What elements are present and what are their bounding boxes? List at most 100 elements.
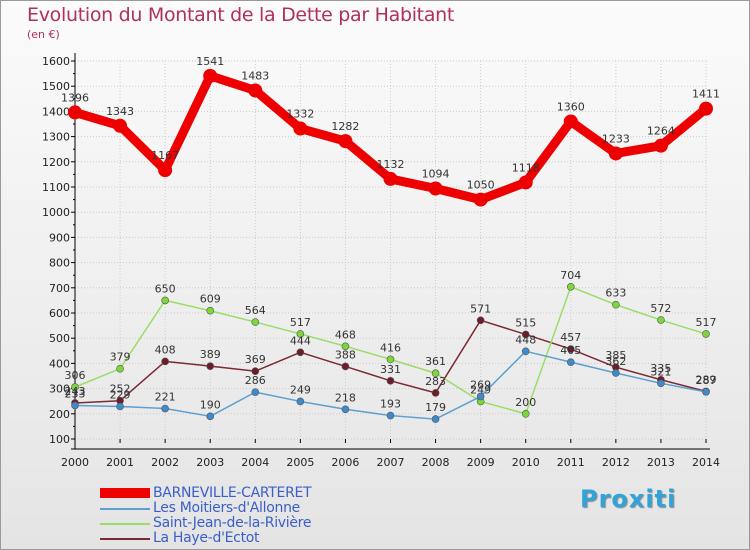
data-label: 468 (335, 328, 356, 341)
y-tick-label: 500 (49, 332, 70, 345)
data-label: 1118 (512, 161, 540, 174)
x-tick-label: 2012 (602, 456, 630, 469)
data-label: 1541 (196, 55, 224, 68)
data-point (251, 318, 260, 326)
data-label: 1233 (602, 132, 630, 145)
data-point (383, 171, 398, 186)
y-tick-label: 1000 (42, 206, 70, 219)
data-point (296, 330, 305, 338)
data-label: 389 (200, 348, 221, 361)
data-point (476, 392, 485, 401)
data-point (657, 379, 665, 388)
data-point (563, 114, 578, 129)
data-point (116, 364, 124, 373)
data-point (386, 376, 395, 385)
data-point (296, 348, 305, 357)
data-label: 283 (425, 375, 446, 388)
data-label: 1396 (61, 91, 89, 104)
data-point (612, 300, 620, 309)
x-tick-label: 2014 (692, 456, 720, 469)
chart-unit-label: (en €) (27, 28, 60, 41)
data-point (161, 357, 169, 366)
y-tick-label: 800 (49, 257, 70, 270)
data-point (161, 296, 169, 305)
data-point (521, 409, 530, 418)
data-point (386, 355, 395, 364)
data-label: 286 (245, 374, 266, 387)
legend-label: Saint-Jean-de-la-Rivière (153, 515, 312, 531)
data-label: 331 (380, 363, 401, 376)
legend-swatch (100, 508, 150, 510)
data-label: 321 (650, 365, 671, 378)
data-label: 193 (380, 398, 401, 411)
x-tick-label: 2011 (557, 456, 585, 469)
y-tick-label: 200 (49, 408, 70, 421)
data-point (341, 405, 350, 414)
data-label: 416 (380, 341, 401, 354)
data-point (476, 316, 485, 325)
data-point (657, 316, 665, 324)
x-tick-label: 2000 (61, 456, 89, 469)
data-point (206, 362, 215, 370)
data-point (431, 389, 440, 397)
proxiti-logo: Proxiti (580, 485, 677, 513)
legend-label: La Haye-d'Ectot (153, 530, 260, 546)
data-label: 249 (290, 383, 311, 396)
data-point (608, 146, 623, 161)
data-label: 1167 (151, 149, 179, 162)
data-label: 1411 (692, 88, 720, 101)
x-tick-label: 2005 (286, 456, 314, 469)
y-tick-label: 100 (49, 433, 70, 446)
data-label: 243 (65, 385, 86, 398)
data-label: 408 (155, 343, 176, 356)
x-tick-label: 2003 (196, 456, 224, 469)
data-point (68, 105, 82, 120)
data-label: 517 (290, 316, 311, 329)
data-label: 287 (696, 374, 717, 387)
data-label: 571 (470, 302, 491, 315)
data-label: 609 (200, 293, 221, 306)
data-point (473, 192, 488, 207)
data-label: 218 (335, 391, 356, 404)
data-point (341, 362, 350, 371)
data-point (206, 306, 215, 315)
legend-label: BARNEVILLE-CARTERET (153, 485, 312, 501)
data-label: 650 (155, 282, 176, 295)
y-tick-label: 1600 (42, 55, 70, 68)
y-tick-label: 1200 (42, 156, 70, 169)
y-tick-label: 1100 (42, 181, 70, 194)
y-tick-label: 1500 (42, 80, 70, 93)
data-point (428, 181, 443, 196)
data-point (518, 175, 533, 190)
legend-swatch (100, 538, 150, 540)
x-tick-label: 2007 (377, 456, 405, 469)
legend-swatch (100, 488, 150, 498)
data-label: 1094 (422, 168, 450, 181)
data-label: 457 (560, 331, 581, 344)
data-point (386, 411, 395, 420)
data-label: 200 (515, 396, 536, 409)
data-point (566, 282, 575, 291)
data-point (521, 330, 530, 339)
data-label: 1360 (557, 100, 585, 113)
data-label: 572 (650, 302, 671, 315)
y-tick-label: 700 (49, 282, 70, 295)
data-point (702, 388, 710, 396)
y-tick-label: 1300 (42, 131, 70, 144)
data-point (612, 369, 620, 377)
data-point (338, 134, 353, 149)
data-label: 362 (605, 355, 626, 368)
x-tick-label: 2004 (241, 456, 269, 469)
data-label: 1343 (106, 105, 134, 118)
data-label: 306 (65, 369, 86, 382)
data-point (702, 330, 710, 338)
x-tick-label: 2013 (647, 456, 675, 469)
data-point (653, 138, 668, 153)
data-point (341, 342, 350, 351)
data-point (206, 412, 215, 421)
data-point (161, 404, 169, 413)
data-label: 379 (110, 351, 131, 364)
data-label: 229 (110, 388, 131, 401)
data-point (521, 347, 530, 356)
